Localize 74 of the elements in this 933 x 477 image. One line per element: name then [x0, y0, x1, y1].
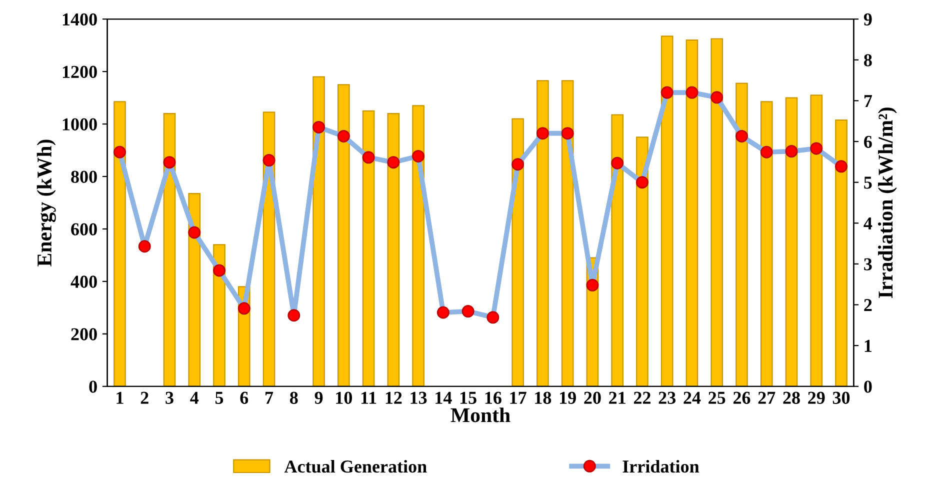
x-tick-label: 25: [708, 392, 726, 404]
x-tick-label: 4: [190, 392, 199, 404]
y2-tick-label: 0: [864, 380, 872, 393]
bar: [312, 76, 325, 386]
x-tick-label: 22: [634, 392, 650, 404]
y2-axis-title: Irradiation (kWh/m²): [878, 108, 897, 298]
y2-tick-label: 2: [864, 299, 872, 312]
x-tick-label: 6: [240, 392, 248, 404]
bar: [188, 192, 201, 386]
x-axis-title: Month: [450, 408, 510, 422]
bar: [362, 110, 375, 386]
x-tick-label: 1: [116, 392, 124, 404]
bar: [561, 80, 574, 386]
bar: [114, 101, 126, 386]
y-tick-label: 400: [70, 276, 97, 288]
x-tick-label: 3: [166, 392, 174, 404]
x-tick-label: 9: [314, 392, 323, 404]
y-tick-label: 1000: [62, 118, 97, 130]
bar: [412, 105, 424, 386]
y2-tick-label: 5: [864, 176, 872, 189]
x-tick-label: 7: [266, 392, 274, 404]
bar: [810, 94, 823, 386]
legend-label: Irridation: [622, 460, 700, 473]
x-tick-label: 10: [336, 392, 352, 404]
x-tick-label: 29: [808, 392, 825, 404]
bar: [736, 82, 748, 386]
y2-tick-label: 4: [864, 218, 872, 230]
y-tick-label: 200: [71, 328, 97, 340]
x-tick-label: 5: [215, 392, 224, 404]
y2-tick-label: 9: [864, 13, 872, 26]
y2-tick-label: 1: [864, 340, 872, 352]
x-tick-label: 20: [584, 392, 601, 404]
x-tick-label: 30: [832, 392, 850, 404]
x-tick-label: 21: [609, 392, 626, 404]
bar: [387, 112, 400, 386]
bar: [536, 80, 549, 386]
y-axis-title: Energy (kWh): [36, 140, 56, 266]
x-tick-label: 18: [535, 392, 552, 404]
x-tick-label: 11: [361, 392, 376, 404]
y2-tick-label: 6: [864, 136, 872, 148]
bar: [636, 136, 648, 386]
x-tick-label: 15: [460, 392, 476, 404]
legend-label: Actual Generation: [284, 460, 427, 473]
x-tick-label: 13: [410, 392, 427, 404]
x-tick-label: 28: [783, 392, 800, 404]
y2-tick-label: 8: [864, 54, 872, 66]
x-tick-label: 26: [733, 392, 750, 404]
bar: [710, 38, 724, 386]
bar: [512, 118, 524, 386]
bar: [163, 112, 176, 386]
y-tick-label: 0: [89, 380, 97, 393]
x-tick-label: 19: [560, 392, 576, 404]
x-tick-label: 17: [510, 392, 526, 404]
y-tick-label: 600: [71, 223, 97, 236]
x-tick-label: 23: [658, 392, 676, 404]
x-tick-label: 24: [684, 392, 701, 404]
bar: [760, 101, 773, 386]
x-tick-label: 12: [386, 392, 402, 404]
bar: [338, 84, 350, 386]
bar: [785, 97, 798, 386]
bar: [611, 114, 624, 386]
x-tick-label: 14: [436, 392, 452, 404]
y-tick-label: 800: [71, 170, 97, 183]
y-tick-label: 1400: [62, 13, 97, 26]
x-tick-label: 16: [485, 392, 502, 404]
x-tick-label: 8: [290, 392, 298, 404]
x-tick-label: 2: [140, 392, 148, 404]
bar: [835, 120, 848, 386]
x-tick-label: 27: [758, 392, 776, 404]
y2-tick-label: 7: [864, 95, 872, 107]
bar: [660, 36, 674, 386]
bar: [686, 40, 698, 386]
y2-tick-label: 3: [864, 258, 872, 270]
y-tick-label: 1200: [62, 66, 97, 78]
